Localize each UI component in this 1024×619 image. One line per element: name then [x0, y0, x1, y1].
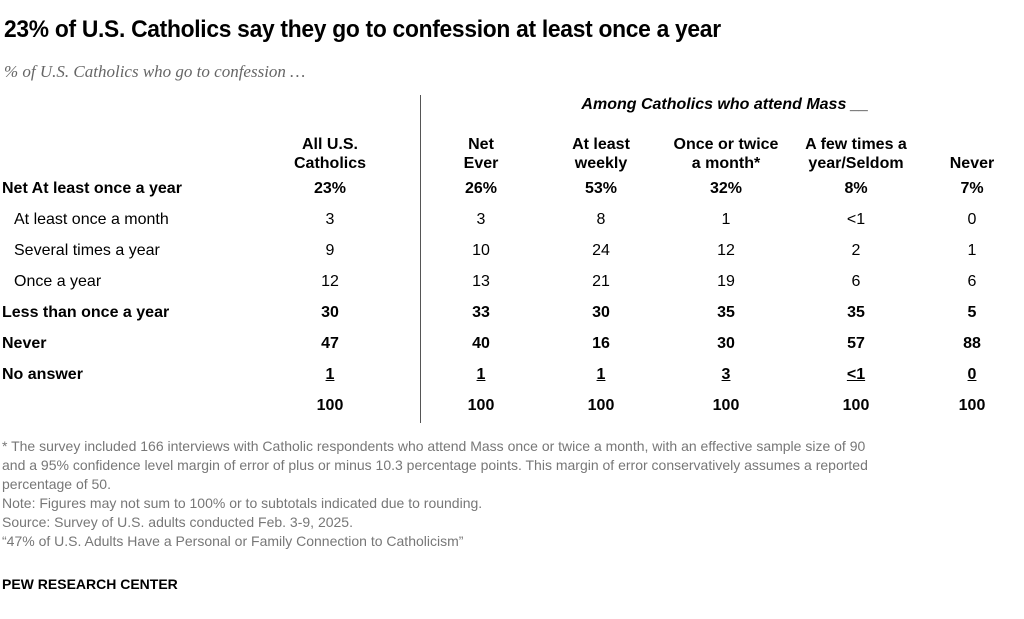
table-cell: 30 — [717, 335, 735, 352]
column-header-line: Never — [949, 155, 995, 172]
table-cell: 8% — [844, 180, 868, 197]
footnote-line: and a 95% confidence level margin of err… — [2, 457, 868, 473]
table-cell: 47 — [321, 335, 339, 352]
table-cell: <1 — [846, 366, 866, 383]
row-label: No answer — [2, 366, 83, 383]
table-cell: 57 — [847, 335, 865, 352]
table-cell: 30 — [592, 304, 610, 321]
table-cell: 100 — [587, 397, 615, 414]
table-cell: 1 — [325, 366, 335, 383]
table-cell: 6 — [851, 273, 861, 290]
table-cell: <1 — [846, 211, 866, 228]
source-line: Source: Survey of U.S. adults conducted … — [2, 514, 353, 530]
column-header-line: Ever — [463, 155, 499, 172]
table-cell: 3 — [325, 211, 335, 228]
column-header-line — [902, 135, 1024, 154]
table-cell: 24 — [592, 242, 610, 259]
column-header-line: year/Seldom — [808, 155, 904, 172]
table-cell: 0 — [967, 366, 977, 383]
chart-title: 23% of U.S. Catholics say they go to con… — [4, 16, 721, 43]
table-cell: 12 — [321, 273, 339, 290]
table-cell: 1 — [476, 366, 486, 383]
table-cell: 88 — [963, 335, 981, 352]
table-cell: 9 — [325, 242, 335, 259]
footnote-line: * The survey included 166 interviews wit… — [2, 438, 866, 454]
table-cell: 12 — [717, 242, 735, 259]
footnotes: * The survey included 166 interviews wit… — [2, 437, 1022, 551]
table-cell: 35 — [717, 304, 735, 321]
table-cell: 1 — [596, 366, 606, 383]
table-cell: 5 — [967, 304, 977, 321]
column-header-line: weekly — [574, 155, 628, 172]
table-cell: 16 — [592, 335, 610, 352]
column-header-line: Net — [468, 136, 494, 153]
table-cell: 19 — [717, 273, 735, 290]
table-cell: 32% — [709, 180, 743, 197]
column-header-line: Once or twice — [673, 136, 779, 153]
column-header: All U.S. Catholics — [260, 135, 400, 173]
table-cell: 10 — [472, 242, 490, 259]
table-cell: 23% — [313, 180, 347, 197]
column-divider — [420, 95, 421, 423]
table-cell: 100 — [958, 397, 986, 414]
table-cell: 6 — [967, 273, 977, 290]
row-label: Less than once a year — [2, 304, 170, 321]
column-header: A few times a year/Seldom — [786, 135, 926, 173]
table-cell: 8 — [596, 211, 606, 228]
table-cell: 53% — [584, 180, 618, 197]
table-cell: 7% — [960, 180, 984, 197]
table-cell: 100 — [842, 397, 870, 414]
table-cell: 21 — [592, 273, 610, 290]
table-cell: 3 — [721, 366, 731, 383]
table-cell: 100 — [316, 397, 344, 414]
column-header: Once or twice a month* — [656, 135, 796, 173]
chart-subtitle: % of U.S. Catholics who go to confession… — [4, 62, 306, 81]
table-cell: 2 — [851, 242, 861, 259]
table-cell: 40 — [472, 335, 490, 352]
column-header-line: At least — [572, 136, 630, 153]
table-cell: 26% — [464, 180, 498, 197]
row-label: At least once a month — [14, 211, 169, 228]
table-cell: 100 — [712, 397, 740, 414]
column-header: Net Ever — [411, 135, 551, 173]
group-header: Among Catholics who attend Mass __ — [581, 96, 869, 113]
column-header: Never — [902, 135, 1024, 173]
table-cell: 100 — [467, 397, 495, 414]
table-cell: 33 — [472, 304, 490, 321]
column-header-line: Catholics — [293, 155, 366, 172]
table-cell: 0 — [967, 211, 977, 228]
column-header-line: All U.S. — [301, 136, 358, 153]
table-cell: 13 — [472, 273, 490, 290]
column-header-line: A few times a — [805, 136, 907, 153]
footnote-line: percentage of 50. — [2, 476, 111, 492]
table-cell: 30 — [321, 304, 339, 321]
table-cell: 3 — [476, 211, 486, 228]
note-line: Note: Figures may not sum to 100% or to … — [2, 495, 483, 511]
row-label: Once a year — [14, 273, 102, 290]
column-header-line: a month* — [691, 155, 761, 172]
row-label: Net At least once a year — [2, 180, 182, 197]
brand-logo-text: PEW RESEARCH CENTER — [2, 576, 178, 592]
table-cell: 1 — [721, 211, 731, 228]
report-title-line: “47% of U.S. Adults Have a Personal or F… — [2, 533, 464, 549]
table-cell: 35 — [847, 304, 865, 321]
row-label: Several times a year — [14, 242, 160, 259]
row-label: Never — [2, 335, 47, 352]
column-header: At least weekly — [531, 135, 671, 173]
table-cell: 1 — [967, 242, 977, 259]
